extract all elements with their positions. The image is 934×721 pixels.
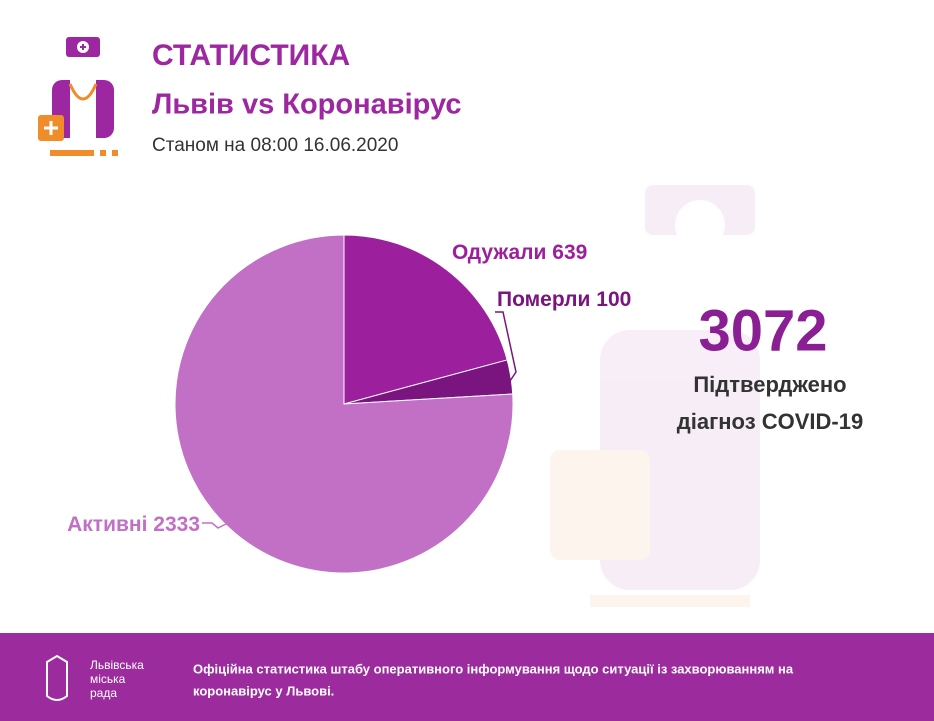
pie-slice bbox=[343, 234, 508, 405]
total-label: Підтверджено bbox=[693, 372, 846, 397]
pie-slice bbox=[174, 234, 514, 574]
slice-name: Активні bbox=[67, 513, 147, 536]
logo-text: рада bbox=[90, 686, 117, 700]
date: Станом на 08:00 16.06.2020 bbox=[152, 135, 398, 156]
subtitle: Львів vs Коронавірус bbox=[152, 89, 462, 121]
slice-name: Одужали bbox=[452, 241, 546, 264]
total-value: 3072 bbox=[698, 298, 827, 363]
slice-value: 100 bbox=[596, 288, 631, 311]
footer-text: коронавірус у Львові. bbox=[193, 683, 334, 698]
logo-text: міська bbox=[90, 672, 126, 686]
leader-line bbox=[495, 311, 517, 382]
footer-text: Офіційна статистика штабу оперативного і… bbox=[193, 661, 794, 676]
total-label: діагноз COVID-19 bbox=[677, 409, 863, 434]
city-logo bbox=[46, 654, 68, 701]
logo-text: Львівська bbox=[90, 658, 144, 672]
doctor-icon bbox=[38, 37, 118, 156]
watermark bbox=[550, 185, 760, 607]
slice-label: Одужали 639 bbox=[452, 241, 587, 264]
slice-value: 2333 bbox=[153, 513, 200, 536]
leader-line bbox=[202, 521, 231, 529]
pie: Одужали 639 Померли 100 Активні 2333 bbox=[67, 234, 631, 574]
slice-name: Померли bbox=[497, 288, 590, 311]
slice-label: Померли 100 bbox=[497, 288, 631, 311]
slice-value: 639 bbox=[552, 241, 587, 264]
slice-label: Активні 2333 bbox=[67, 513, 200, 536]
footer bbox=[0, 633, 934, 721]
title: СТАТИСТИКА bbox=[152, 39, 350, 72]
